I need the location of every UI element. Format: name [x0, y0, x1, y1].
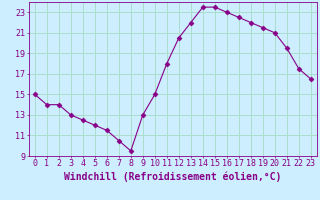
X-axis label: Windchill (Refroidissement éolien,°C): Windchill (Refroidissement éolien,°C) — [64, 171, 282, 182]
